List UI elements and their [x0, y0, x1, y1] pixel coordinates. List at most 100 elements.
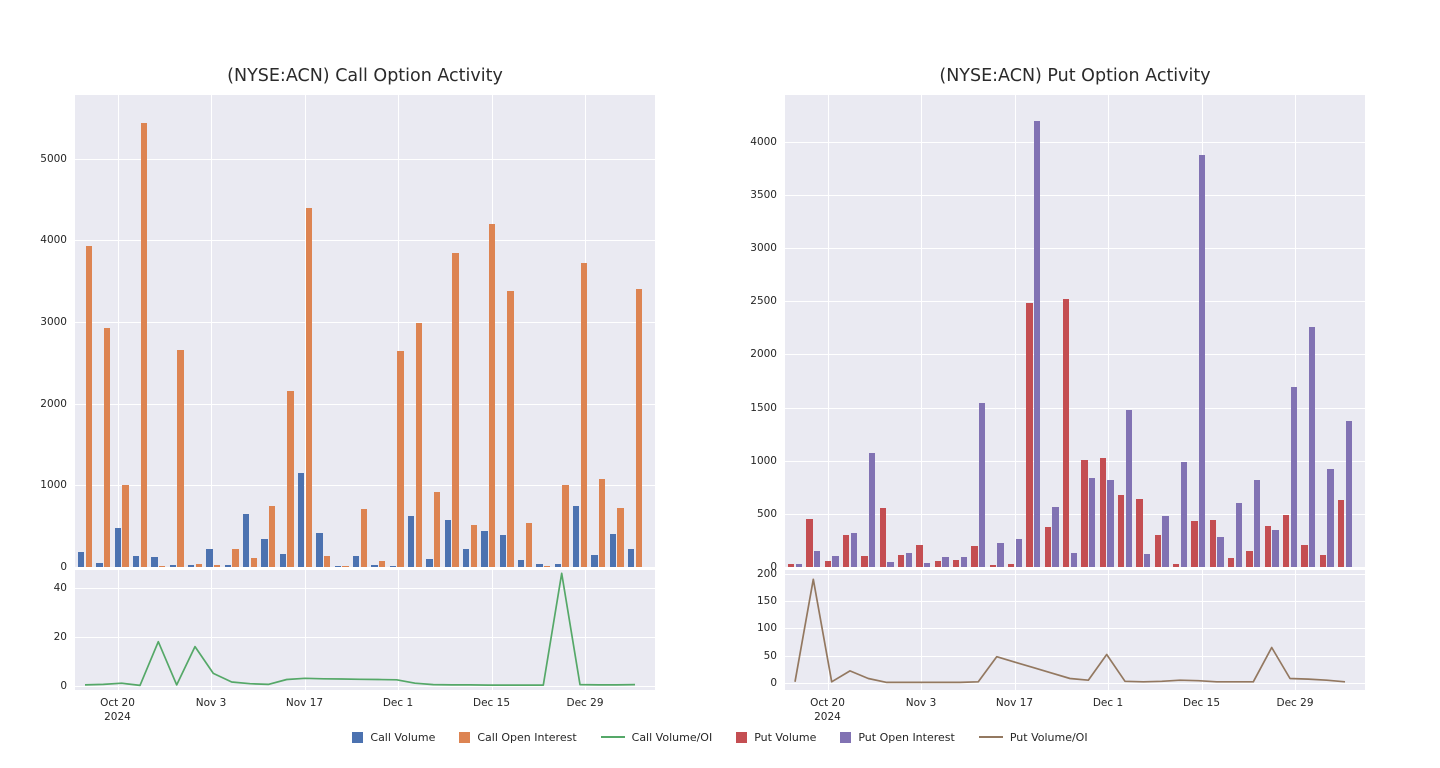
gridline [585, 570, 586, 690]
y-axis-tick-label: 0 [770, 561, 777, 573]
y-axis-tick-label: 100 [756, 622, 777, 635]
put-open-interest-bar [905, 553, 912, 567]
put-volume-bar [971, 545, 978, 567]
call-volume-bar [609, 534, 616, 567]
x-axis-tick-label: Dec 15 [1182, 697, 1221, 709]
put-open-interest-bar [1162, 515, 1169, 567]
gridline [211, 95, 212, 567]
put-open-interest-bar [924, 562, 931, 567]
gridline [75, 322, 655, 324]
legend-item: Put Volume [736, 731, 816, 744]
gridline [1295, 95, 1296, 567]
call-volume-bar [187, 564, 195, 567]
put-open-interest-bar [1015, 539, 1022, 567]
legend-label: Call Volume/OI [631, 730, 713, 744]
gridline [117, 95, 119, 567]
x-axis-tick-label: Oct 20 2024 [83, 696, 153, 724]
call-volume-bar [389, 566, 396, 567]
legend-square-swatch [736, 731, 748, 743]
put-open-interest-bar [1345, 421, 1352, 567]
y-axis-tick-label: 40 [53, 582, 67, 595]
put-open-interest-bar [1199, 154, 1206, 567]
plot-area-main [785, 95, 1365, 567]
gridline [75, 158, 655, 160]
call-open-interest-bar [525, 522, 532, 567]
call-volume-bar [627, 549, 635, 567]
call-volume-bar [132, 556, 140, 567]
put-open-interest-bar [1309, 326, 1316, 567]
call-open-interest-bar [140, 122, 147, 567]
y-axis-tick-label: 0 [770, 676, 777, 689]
gridline [827, 95, 829, 567]
call-open-interest-bar [489, 224, 496, 567]
y-axis-tick-label: 1000 [750, 454, 777, 467]
legend-square-swatch [459, 731, 471, 743]
put-open-interest-bar [1235, 503, 1242, 567]
put-open-interest-bar [869, 453, 876, 567]
call-open-interest-bar [452, 253, 459, 567]
put-volume-bar [1044, 526, 1051, 567]
y-axis-tick-label: 1500 [750, 401, 777, 414]
put-volume-bar [1319, 555, 1326, 567]
x-axis-tick-label: Nov 3 [905, 697, 937, 709]
call-chart-title: (NYSE:ACN) Call Option Activity [227, 66, 503, 86]
call-volume-bar [261, 538, 268, 567]
legend-line-swatch [600, 736, 625, 738]
legend-item: Put Open Interest [840, 731, 955, 744]
x-axis-tick-label: Dec 1 [382, 697, 414, 709]
call-open-interest-bar [397, 351, 404, 567]
gridline [785, 248, 1365, 250]
call-volume-bar [206, 548, 213, 567]
put-open-interest-bar [1272, 529, 1279, 567]
put-open-interest-bar [832, 556, 839, 567]
put-volume-bar [1172, 563, 1180, 567]
gridline [785, 573, 1365, 575]
call-volume-bar [334, 566, 341, 567]
put-volume-bar [806, 519, 813, 567]
x-axis-tick-label: Dec 29 [566, 697, 604, 709]
put-volume-bar [788, 564, 795, 567]
gridline [921, 95, 922, 567]
call-open-interest-bar [305, 207, 312, 567]
put-volume-bar [952, 560, 960, 567]
put-open-interest-bar [887, 561, 894, 567]
put-open-interest-bar [1217, 537, 1224, 567]
y-axis-tick-label: 50 [763, 649, 777, 662]
put-open-interest-bar [942, 557, 949, 567]
call-open-interest-bar [324, 555, 331, 567]
gridline [785, 407, 1365, 409]
call-volume-bar [114, 527, 121, 567]
put-open-interest-bar [997, 542, 1004, 567]
put-open-interest-bar [850, 532, 857, 567]
call-open-interest-bar [342, 566, 349, 567]
put-open-interest-bar [1254, 479, 1261, 567]
gridline [1108, 570, 1109, 690]
y-axis-tick-label: 3000 [40, 316, 67, 329]
call-open-interest-bar [250, 557, 257, 567]
x-axis-tick-label: Oct 20 2024 [793, 696, 863, 724]
legend-label: Call Open Interest [477, 730, 577, 744]
plot-area-main [75, 95, 655, 567]
x-axis-tick-label: Nov 17 [995, 697, 1034, 709]
put-open-interest-bar [1327, 469, 1334, 567]
y-axis-tick-label: 2000 [40, 397, 67, 410]
gridline [1295, 570, 1296, 690]
call-open-interest-bar [507, 290, 514, 567]
put-volume-bar [842, 535, 850, 567]
put-volume-bar [1081, 459, 1088, 567]
call-volume-bar [481, 531, 488, 567]
gridline [491, 570, 493, 690]
put-open-interest-bar [1290, 387, 1297, 567]
call-open-interest-bar [635, 289, 642, 567]
gridline [785, 655, 1365, 657]
call-volume-bar [407, 516, 415, 567]
gridline [785, 194, 1365, 196]
gridline [398, 570, 399, 690]
call-open-interest-bar [287, 391, 294, 567]
y-axis-tick-label: 150 [756, 595, 777, 608]
put-volume-bar [824, 560, 831, 567]
x-axis-tick-label: Nov 17 [285, 697, 324, 709]
y-axis-tick-label: 200 [756, 567, 777, 580]
x-axis-tick-label: Dec 1 [1092, 697, 1124, 709]
